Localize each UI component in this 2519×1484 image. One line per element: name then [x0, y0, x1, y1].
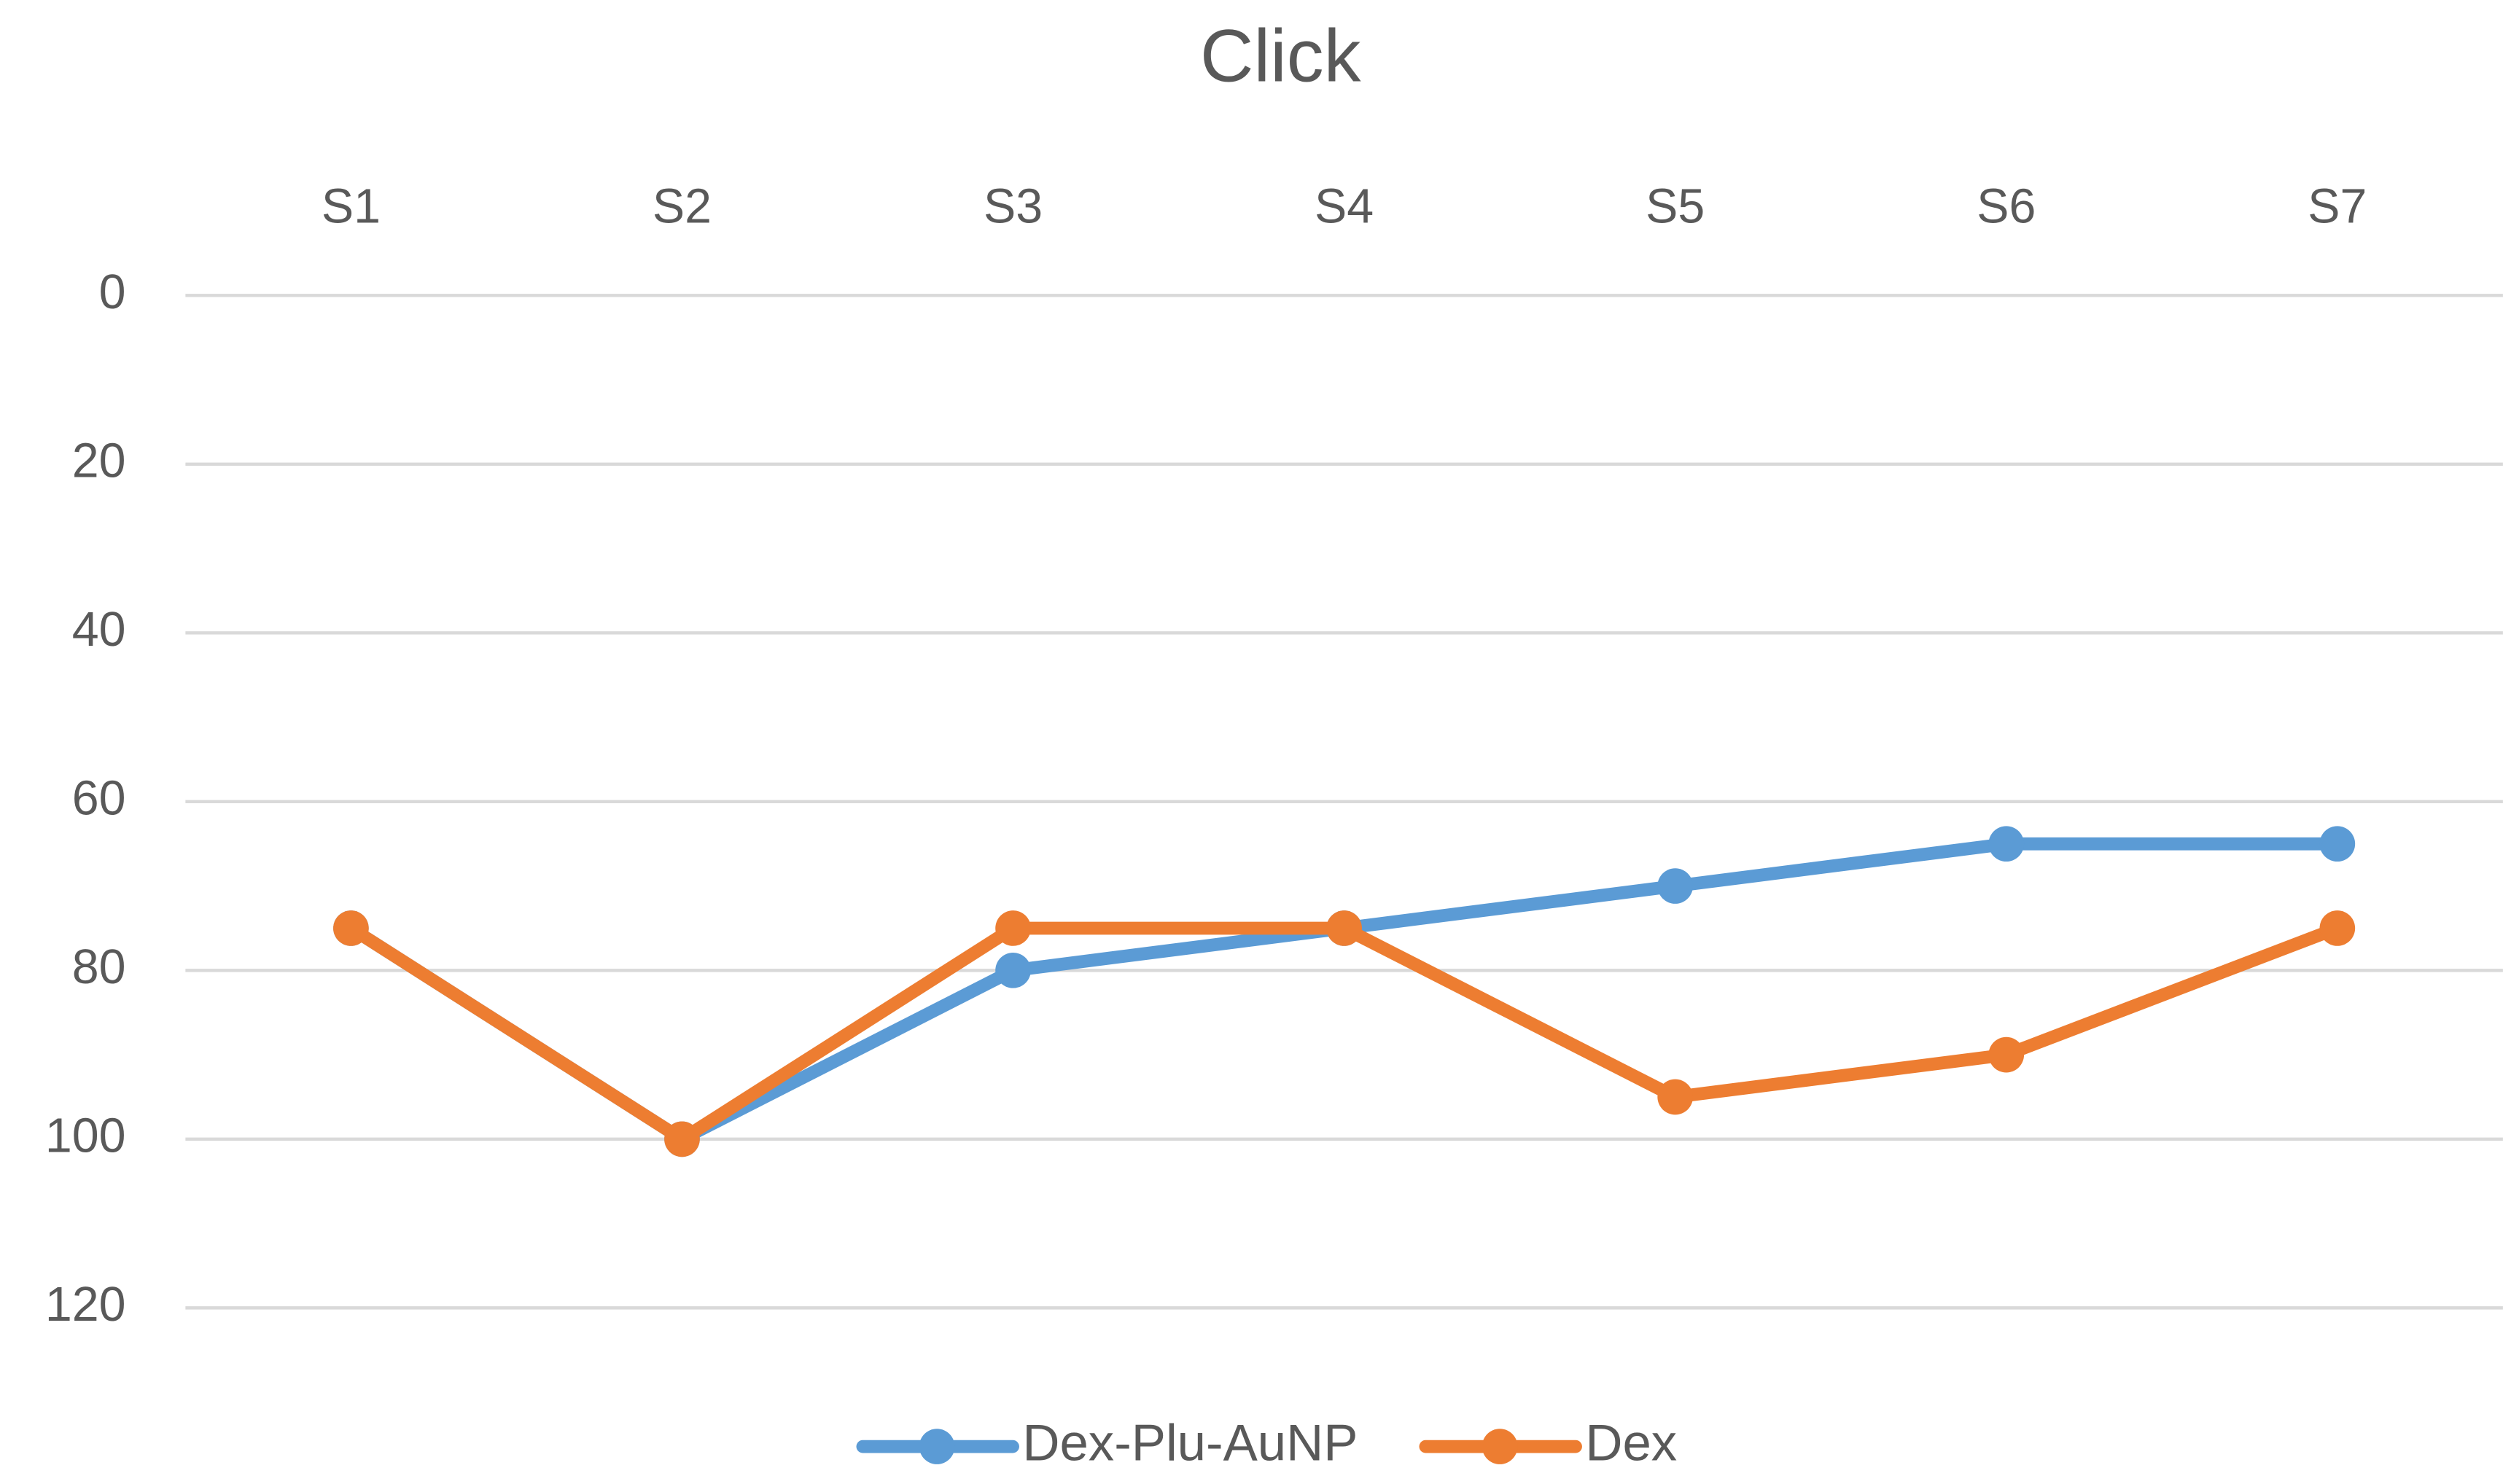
x-tick-label: S5: [1646, 180, 1705, 234]
series-marker: [333, 910, 369, 946]
chart-title: Click: [1200, 14, 1362, 97]
legend-marker: [919, 1429, 955, 1464]
legend-label: Dex: [1585, 1413, 1677, 1471]
y-tick-label: 100: [45, 1109, 126, 1163]
series-marker: [1326, 910, 1362, 946]
x-tick-label: S2: [653, 180, 712, 234]
series-marker: [995, 953, 1031, 988]
x-tick-label: S6: [1977, 180, 2036, 234]
series-marker: [2319, 910, 2356, 946]
y-tick-label: 60: [72, 771, 126, 825]
series-marker: [1657, 868, 1694, 904]
series-marker: [2319, 826, 2356, 862]
series-marker: [995, 910, 1031, 946]
y-tick-label: 40: [72, 603, 126, 657]
y-tick-label: 120: [45, 1278, 126, 1332]
y-tick-label: 20: [72, 434, 126, 488]
series-marker: [664, 1121, 700, 1157]
y-tick-label: 80: [72, 940, 126, 994]
x-tick-label: S7: [2308, 180, 2367, 234]
series-marker: [1988, 1036, 2025, 1073]
legend-label: Dex-Plu-AuNP: [1022, 1413, 1358, 1471]
x-tick-label: S3: [984, 180, 1043, 234]
x-tick-label: S1: [322, 180, 381, 234]
series-marker: [1988, 826, 2025, 862]
series-marker: [1657, 1079, 1694, 1115]
y-tick-label: 0: [99, 265, 126, 319]
legend-marker: [1482, 1429, 1518, 1464]
x-tick-label: S4: [1315, 180, 1374, 234]
